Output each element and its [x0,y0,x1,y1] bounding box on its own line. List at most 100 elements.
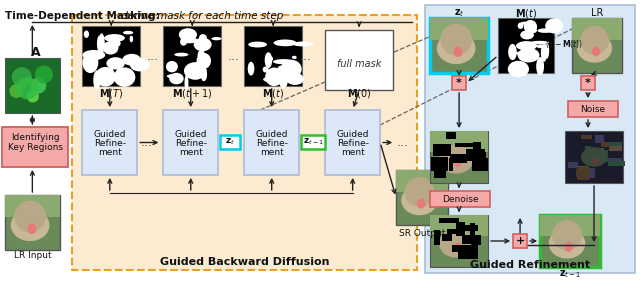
Text: ...: ... [147,50,158,63]
Ellipse shape [454,243,461,251]
Bar [540,215,600,267]
Bar [430,18,488,73]
Bar [430,215,488,267]
Ellipse shape [83,52,99,73]
Bar [163,26,221,86]
Text: Guided: Guided [175,130,207,139]
Text: ment: ment [260,148,284,157]
Bar [83,26,140,86]
Bar [513,234,527,248]
Text: Guided: Guided [93,130,126,139]
Ellipse shape [439,230,474,258]
Bar [596,150,608,162]
Text: Guided Backward Diffusion: Guided Backward Diffusion [160,257,330,267]
Ellipse shape [592,47,600,56]
Text: ...: ... [396,136,408,149]
Ellipse shape [130,58,149,71]
Bar [430,131,488,152]
Circle shape [440,23,472,55]
Ellipse shape [262,67,269,72]
Ellipse shape [401,185,438,215]
Bar [609,142,623,146]
Circle shape [30,78,46,93]
Bar [565,131,623,183]
Bar [568,162,578,168]
Ellipse shape [197,67,202,73]
Bar [581,76,595,90]
Ellipse shape [286,73,304,85]
Ellipse shape [281,60,301,78]
Ellipse shape [538,28,553,33]
Ellipse shape [508,44,517,60]
Ellipse shape [536,44,545,48]
Ellipse shape [196,53,211,69]
Ellipse shape [508,61,529,78]
Ellipse shape [99,33,105,54]
Ellipse shape [439,145,474,174]
Ellipse shape [530,41,549,44]
Ellipse shape [521,22,528,25]
Ellipse shape [179,28,197,41]
Text: Key Regions: Key Regions [8,143,63,151]
Bar [581,168,595,178]
Ellipse shape [581,147,607,167]
Ellipse shape [106,57,125,70]
Ellipse shape [104,34,125,42]
Bar [440,218,459,223]
Bar [458,245,477,259]
Circle shape [12,67,32,87]
Bar [433,144,451,156]
Ellipse shape [263,76,284,83]
Bar [455,143,473,147]
Ellipse shape [174,53,188,57]
Text: +: + [515,236,525,246]
Text: $\mathbf{z}_t$: $\mathbf{z}_t$ [454,7,465,19]
Text: $\mathbf{M}(T)$: $\mathbf{M}(T)$ [99,87,124,100]
Ellipse shape [196,61,204,65]
Ellipse shape [202,68,207,81]
Bar [476,152,486,166]
Ellipse shape [454,46,462,57]
Text: Identifying: Identifying [11,132,60,142]
Ellipse shape [130,36,133,42]
Bar [442,234,452,241]
Ellipse shape [194,38,212,51]
Circle shape [14,201,46,232]
Bar [396,170,448,192]
Bar [396,170,448,225]
Bar [602,142,609,147]
Bar [325,30,393,90]
Text: Denoise: Denoise [442,194,479,203]
Ellipse shape [184,62,207,80]
Ellipse shape [524,20,537,33]
Ellipse shape [577,34,612,63]
Bar [435,171,446,178]
Bar [325,110,380,175]
Text: $\mathbf{M}(t+1)$: $\mathbf{M}(t+1)$ [172,87,212,100]
Bar [5,195,60,250]
Bar [454,229,465,234]
Text: Guided: Guided [255,130,288,139]
Ellipse shape [417,199,426,209]
Ellipse shape [248,62,254,76]
Text: ment: ment [340,148,365,157]
Bar [244,110,299,175]
Ellipse shape [548,229,586,259]
Ellipse shape [513,52,534,55]
Text: $\mathbf{M}(0)$: $\mathbf{M}(0)$ [347,87,371,100]
Circle shape [552,220,582,250]
Ellipse shape [520,30,534,39]
Bar [83,110,138,175]
Text: ...: ... [227,50,239,63]
Bar [430,191,490,207]
Circle shape [35,65,53,83]
Circle shape [10,84,24,98]
Bar [446,132,456,139]
Ellipse shape [292,56,297,59]
Bar [5,195,60,217]
Bar [577,166,588,170]
Ellipse shape [166,61,178,72]
Circle shape [17,77,38,99]
Ellipse shape [97,36,102,52]
Bar [585,146,591,155]
